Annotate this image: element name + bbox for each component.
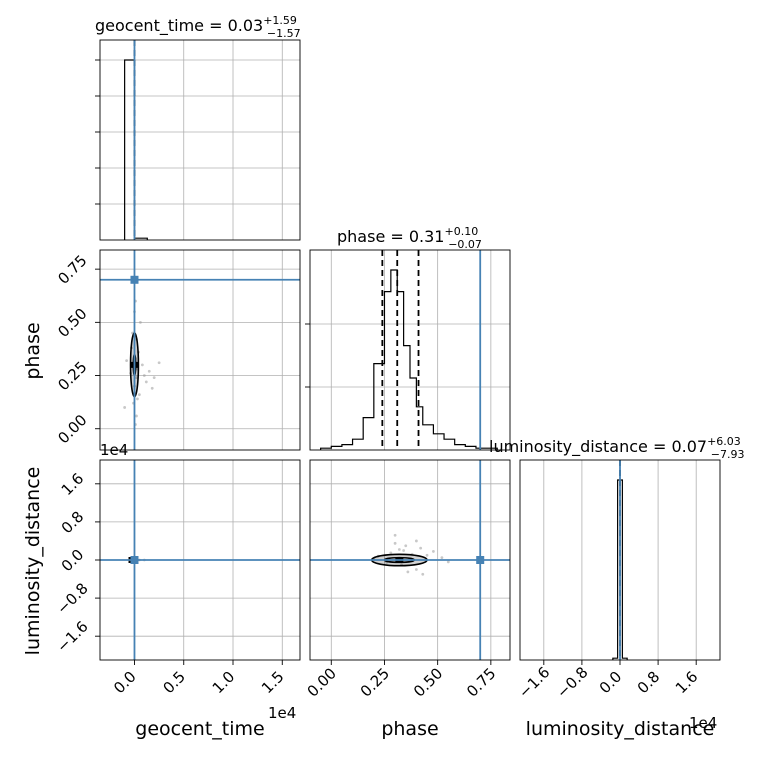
ytick-label-phase-1: 0.25: [54, 358, 90, 394]
sample-point-geocent_time-vs-phase-15: [147, 369, 151, 373]
xtick-label-luminosity_distance-2: 0.0: [596, 668, 626, 698]
sample-point-phase-vs-luminosity_distance-5: [389, 551, 393, 555]
xtick-label-phase-3: 0.75: [463, 664, 499, 700]
ylabel-phase: phase: [22, 322, 44, 379]
truth-marker-geocent_time-vs-luminosity_distance: [130, 556, 139, 564]
title-luminosity-distance: luminosity_distance = 0.07+6.03 −7.93: [489, 435, 745, 461]
panel-phase: [309, 249, 511, 451]
xlabel-luminosity-distance: luminosity_distance: [526, 718, 715, 740]
sample-point-phase-vs-luminosity_distance-6: [406, 570, 410, 574]
sample-point-geocent_time-vs-phase-24: [150, 386, 154, 390]
truth-marker-phase-vs-luminosity_distance: [476, 556, 485, 564]
sample-point-geocent_time-vs-phase-23: [157, 361, 161, 365]
xtick-label-geocent_time-3: 1.5: [258, 668, 288, 698]
title-phase: phase = 0.31+0.10 −0.07: [337, 225, 482, 251]
xtick-label-luminosity_distance-3: 0.8: [634, 668, 664, 698]
ylabel-luminosity-distance: luminosity_distance: [22, 467, 44, 656]
sample-point-phase-vs-luminosity_distance-18: [402, 549, 406, 552]
panel-phase-vs-luminosity_distance: [309, 459, 511, 661]
sample-point-geocent_time-vs-phase-17: [125, 359, 129, 363]
sample-point-geocent_time-vs-phase-13: [140, 363, 144, 367]
sample-point-geocent_time-vs-phase-7: [135, 376, 138, 380]
xtick-label-geocent_time-0: 0.0: [110, 668, 140, 698]
title-geocent-time: geocent_time = 0.03+1.59 −1.57: [95, 14, 301, 40]
panel-geocent_time-vs-phase: [99, 249, 301, 451]
panel-geocent_time: [99, 39, 301, 241]
sample-point-geocent_time-vs-phase-9: [138, 393, 141, 397]
ytick-label-phase-0: 0.00: [54, 411, 90, 447]
ytick-label-phase-3: 0.75: [54, 251, 90, 287]
xtick-label-luminosity_distance-1: −0.8: [553, 663, 591, 701]
xtick-label-geocent_time-1: 0.5: [159, 668, 189, 698]
truth-marker-geocent_time-vs-phase: [130, 275, 139, 284]
histogram-geocent_time: [124, 59, 148, 240]
ytick-label-luminosity_distance-0: −1.6: [53, 617, 91, 655]
sample-point-geocent_time-vs-phase-20: [138, 320, 142, 324]
sample-point-geocent_time-vs-phase-11: [135, 414, 138, 418]
sample-point-phase-vs-luminosity_distance-12: [421, 572, 425, 576]
xtick-label-luminosity_distance-0: −1.6: [515, 663, 553, 701]
xtick-label-geocent_time-2: 1.0: [209, 668, 239, 698]
histogram-phase: [320, 269, 498, 450]
offset-text-luminosity-distance-x: 1e4: [689, 714, 717, 732]
ytick-label-luminosity_distance-1: −0.8: [53, 579, 91, 617]
xtick-label-luminosity_distance-4: 1.6: [672, 668, 702, 698]
ytick-label-luminosity_distance-2: 0.0: [58, 546, 88, 576]
sample-point-phase-vs-luminosity_distance-2: [404, 544, 408, 548]
ticks-layer: 0.000.250.500.75−1.6−0.80.00.81.60.0 0.5 1…: [53, 59, 702, 702]
ytick-label-phase-2: 0.50: [54, 305, 90, 341]
sample-point-phase-vs-luminosity_distance-0: [393, 541, 397, 545]
sample-point-geocent_time-vs-phase-22: [144, 380, 148, 384]
truth-layer: [100, 40, 621, 660]
sample-point-geocent_time-vs-phase-16: [152, 376, 156, 380]
sample-point-phase-vs-luminosity_distance-7: [440, 556, 444, 560]
ytick-label-luminosity_distance-4: 1.6: [58, 469, 88, 499]
xlabel-geocent-time: geocent_time: [135, 718, 264, 740]
xlabel-phase: phase: [381, 718, 438, 740]
sample-point-phase-vs-luminosity_distance-15: [393, 533, 397, 537]
xtick-label-phase-1: 0.25: [357, 664, 393, 700]
offset-text-geocent-time-x: 1e4: [268, 704, 296, 722]
sample-point-phase-vs-luminosity_distance-3: [414, 568, 418, 571]
sample-point-phase-vs-luminosity_distance-4: [425, 553, 429, 557]
xtick-label-phase-0: 0.00: [304, 664, 340, 700]
xtick-label-phase-2: 0.50: [410, 664, 446, 700]
sample-point-geocent_time-vs-phase-25: [123, 406, 127, 409]
sample-point-geocent_time-vs-phase-14: [142, 374, 146, 377]
sample-point-phase-vs-luminosity_distance-1: [397, 548, 401, 551]
sample-point-phase-vs-luminosity_distance-19: [419, 546, 423, 550]
sample-point-phase-vs-luminosity_distance-9: [414, 539, 418, 543]
ytick-label-luminosity_distance-3: 0.8: [58, 508, 88, 538]
sample-point-phase-vs-luminosity_distance-16: [446, 560, 450, 564]
sample-point-geocent_time-vs-phase-21: [136, 397, 139, 401]
offset-text-luminosity-distance-y: 1e4: [100, 441, 128, 459]
sample-point-phase-vs-luminosity_distance-13: [432, 550, 435, 553]
data-layer: [123, 40, 628, 660]
